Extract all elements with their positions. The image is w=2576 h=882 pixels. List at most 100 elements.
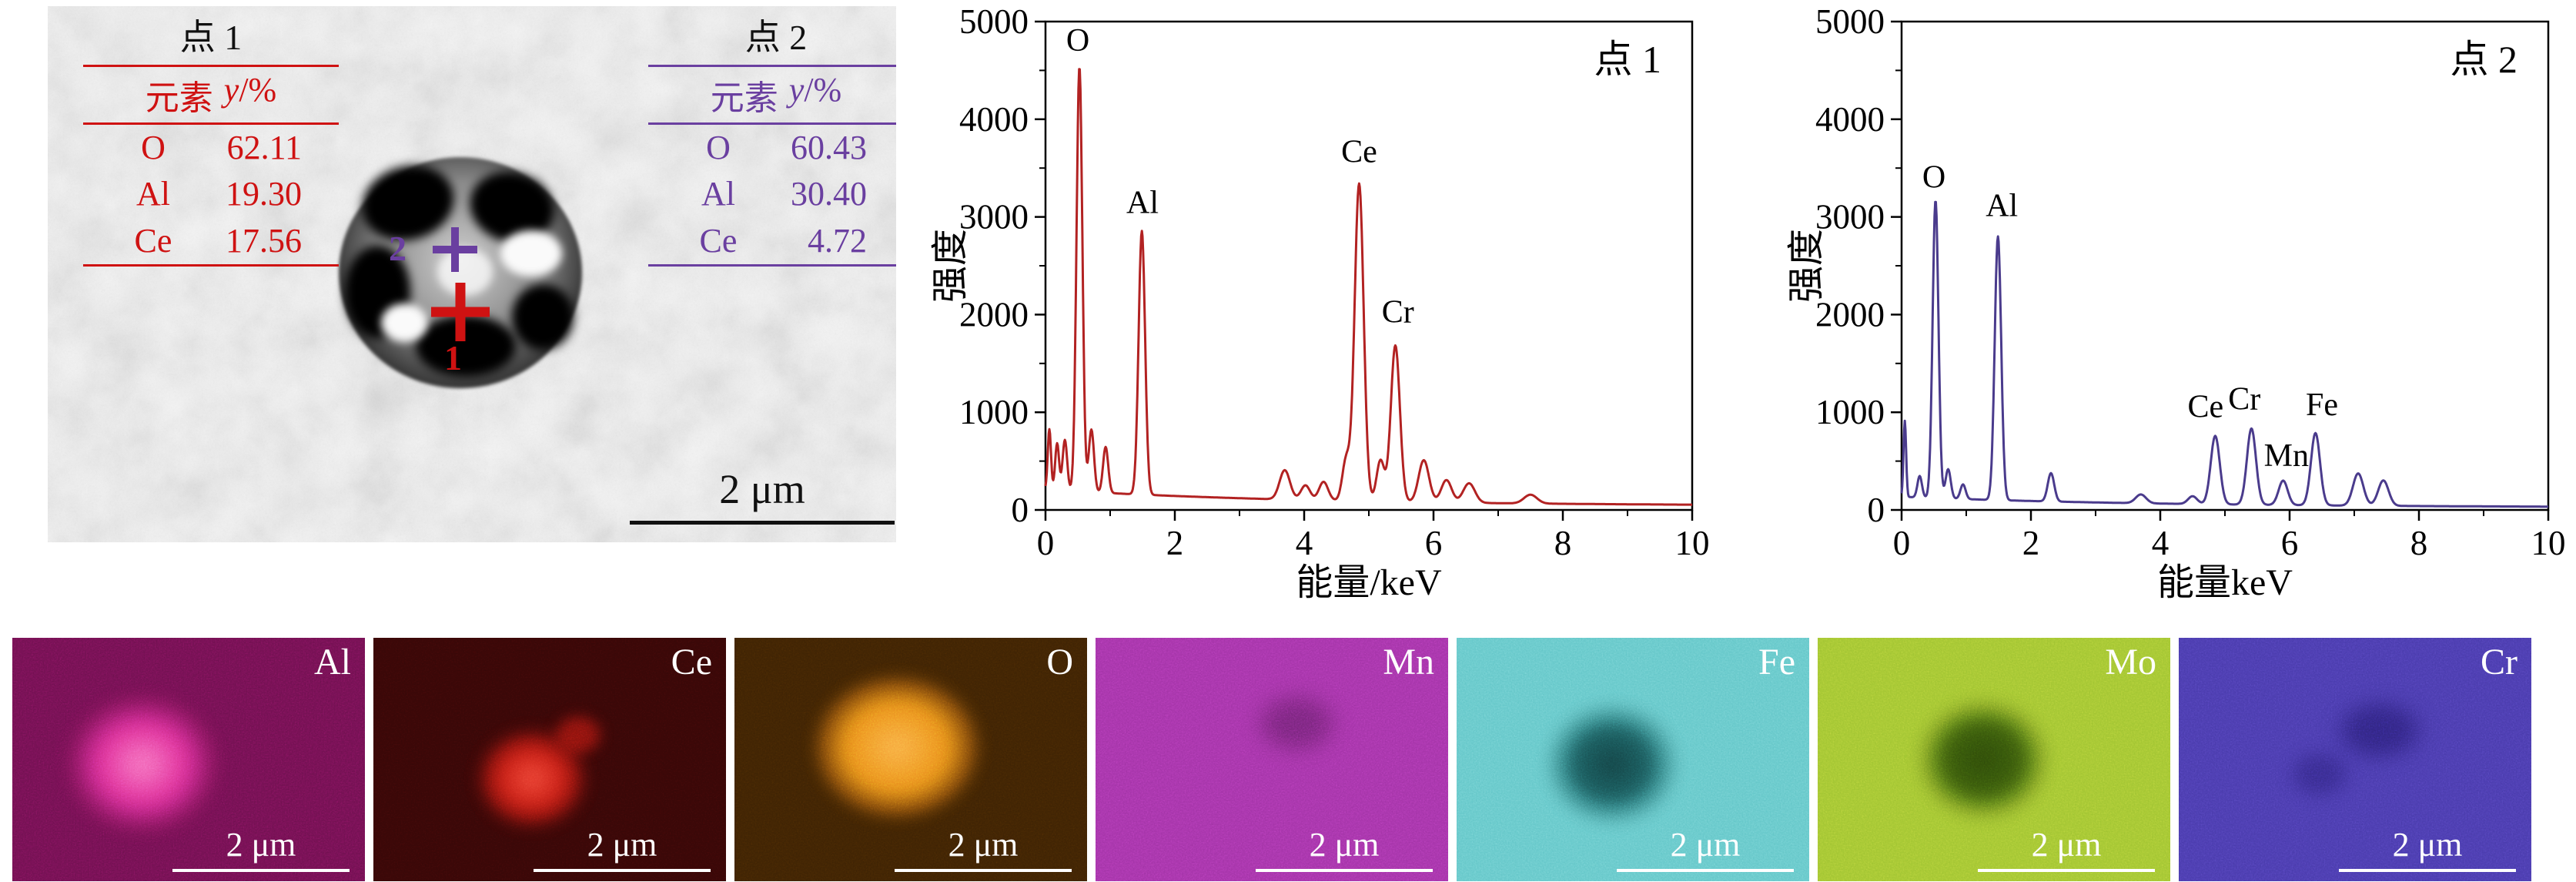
svg-text:Ce: Ce bbox=[2187, 390, 2223, 425]
svg-text:Al: Al bbox=[1126, 186, 1159, 221]
table-row: Al 30.40 bbox=[701, 175, 867, 213]
svg-text:Cr: Cr bbox=[1382, 295, 1414, 330]
svg-text:2: 2 bbox=[2022, 524, 2040, 562]
svg-text:2000: 2000 bbox=[1815, 295, 1885, 334]
scale-bar: 2 μm bbox=[895, 825, 1072, 872]
particle-dark-region bbox=[512, 284, 574, 350]
svg-text:Mn: Mn bbox=[2264, 438, 2309, 474]
scale-bar-line bbox=[534, 869, 711, 872]
inclusion-particle bbox=[339, 156, 582, 388]
table-row: Al 19.30 bbox=[136, 175, 302, 213]
eds-map-ce: Ce 2 μm bbox=[373, 638, 726, 881]
svg-text:4: 4 bbox=[2152, 524, 2170, 562]
svg-text:Ce: Ce bbox=[1341, 135, 1377, 170]
svg-text:强度: 强度 bbox=[1786, 229, 1827, 303]
map-element-label: Mn bbox=[1383, 642, 1434, 682]
svg-text:Fe: Fe bbox=[2306, 387, 2338, 423]
composition-table-point1: 点 1 元素 y/% O 62.11 Al 19.30 Ce 17.56 bbox=[83, 8, 339, 267]
svg-text:6: 6 bbox=[2281, 524, 2299, 562]
eds-spectrum-point1: 0 2 4 6 8 10 0 1000 2000 3000 4000 5000 能量/keV 强度 点 1 O… bbox=[930, 0, 1712, 607]
eds-spectrum-point2: 0 2 4 6 8 10 0 1000 2000 3000 4000 5000 能量keV 强度 点 2 O A… bbox=[1786, 0, 2568, 607]
svg-text:2: 2 bbox=[1166, 524, 1184, 562]
scale-bar-text: 2 μm bbox=[2031, 826, 2102, 864]
scale-bar: 2 μm bbox=[172, 825, 350, 872]
svg-text:强度: 强度 bbox=[930, 229, 971, 303]
header-element: 元素 bbox=[145, 79, 213, 117]
svg-text:能量keV: 能量keV bbox=[2157, 562, 2293, 603]
spectrum-plot: 0 2 4 6 8 10 0 1000 2000 3000 4000 5000 能量keV 强度 点 2 O A… bbox=[1786, 2, 2566, 603]
svg-text:5000: 5000 bbox=[959, 2, 1029, 41]
point-1-number-label: 1 bbox=[444, 338, 462, 377]
table-body: 元素 y/% O 60.43 Al 30.40 Ce 4.72 bbox=[648, 65, 896, 267]
svg-text:8: 8 bbox=[1554, 524, 1572, 562]
scale-bar: 2 μm bbox=[630, 465, 895, 525]
particle-bright-region bbox=[500, 230, 562, 277]
scale-bar: 2 μm bbox=[1617, 825, 1794, 872]
svg-text:3000: 3000 bbox=[1815, 198, 1885, 236]
svg-text:0: 0 bbox=[1012, 491, 1029, 529]
svg-text:点 2: 点 2 bbox=[2451, 38, 2518, 81]
map-element-label: Fe bbox=[1758, 642, 1795, 682]
scale-bar-line bbox=[1617, 869, 1794, 872]
scale-bar-line bbox=[1256, 869, 1433, 872]
scale-bar-text: 2 μm bbox=[226, 826, 296, 864]
scale-bar-text: 2 μm bbox=[719, 466, 805, 512]
svg-text:1000: 1000 bbox=[1815, 393, 1885, 431]
composition-table-point2: 点 2 元素 y/% O 60.43 Al 30.40 Ce 4.72 bbox=[648, 8, 896, 267]
svg-text:4000: 4000 bbox=[1815, 100, 1885, 139]
scale-bar-text: 2 μm bbox=[2392, 826, 2463, 864]
scale-bar: 2 μm bbox=[1256, 825, 1433, 872]
table-header: 元素 y/% bbox=[648, 67, 896, 125]
scale-bar-line bbox=[2339, 869, 2516, 872]
svg-text:O: O bbox=[1922, 160, 1945, 196]
svg-text:10: 10 bbox=[1675, 524, 1710, 562]
element-maps-row: Al 2 μm Ce 2 μm O 2 μm bbox=[12, 638, 2531, 881]
svg-text:O: O bbox=[1066, 23, 1089, 59]
scale-bar: 2 μm bbox=[2339, 825, 2516, 872]
svg-text:Cr: Cr bbox=[2228, 381, 2260, 417]
scale-bar-text: 2 μm bbox=[1670, 826, 1741, 864]
point-2-cross-marker-icon bbox=[433, 227, 477, 272]
scale-bar-line bbox=[630, 521, 895, 525]
scale-bar-line bbox=[172, 869, 350, 872]
table-title: 点 2 bbox=[744, 18, 808, 57]
table-row: Ce 4.72 bbox=[699, 221, 867, 260]
element-signal-blob bbox=[1896, 680, 2070, 839]
eds-map-mo: Mo 2 μm bbox=[1818, 638, 2170, 881]
element-signal-blob bbox=[785, 651, 1009, 844]
scale-bar-line bbox=[895, 869, 1072, 872]
svg-text:10: 10 bbox=[2531, 524, 2566, 562]
particle-bright-region bbox=[381, 304, 427, 342]
map-element-label: Al bbox=[314, 642, 351, 682]
element-signal-blob bbox=[2277, 741, 2363, 807]
scale-bar-text: 2 μm bbox=[587, 826, 657, 864]
point-2-number-label: 2 bbox=[389, 229, 406, 268]
table-title: 点 1 bbox=[179, 18, 243, 57]
map-element-label: O bbox=[1046, 642, 1073, 682]
svg-text:0: 0 bbox=[1893, 524, 1911, 562]
eds-map-mn: Mn 2 μm bbox=[1096, 638, 1448, 881]
eds-map-cr: Cr 2 μm bbox=[2179, 638, 2531, 881]
eds-map-fe: Fe 2 μm bbox=[1457, 638, 1809, 881]
svg-text:3000: 3000 bbox=[959, 198, 1029, 236]
svg-text:Al: Al bbox=[1986, 188, 2018, 223]
svg-text:能量/keV: 能量/keV bbox=[1296, 562, 1442, 603]
svg-text:4000: 4000 bbox=[959, 100, 1029, 139]
svg-text:2000: 2000 bbox=[959, 295, 1029, 334]
table-row: O 60.43 bbox=[706, 129, 867, 166]
map-element-label: Mo bbox=[2105, 642, 2156, 682]
element-signal-blob bbox=[543, 706, 613, 764]
eds-map-al: Al 2 μm bbox=[12, 638, 365, 881]
svg-text:点 1: 点 1 bbox=[1594, 38, 1662, 81]
spectrum-plot: 0 2 4 6 8 10 0 1000 2000 3000 4000 5000 能量/keV 强度 点 1 O… bbox=[930, 2, 1710, 603]
table-row: O 62.11 bbox=[141, 129, 302, 166]
element-signal-blob bbox=[1525, 685, 1699, 843]
header-fraction: y/% bbox=[223, 71, 277, 109]
point-1-cross-marker-icon bbox=[431, 283, 490, 341]
sem-image: 2 1 2 μm 点 1 元素 y/% O 62.11 Al 19.30 bbox=[48, 6, 896, 542]
eds-map-o: O 2 μm bbox=[734, 638, 1087, 881]
map-element-label: Cr bbox=[2481, 642, 2517, 682]
element-signal-blob bbox=[1239, 680, 1355, 766]
svg-text:4: 4 bbox=[1296, 524, 1313, 562]
